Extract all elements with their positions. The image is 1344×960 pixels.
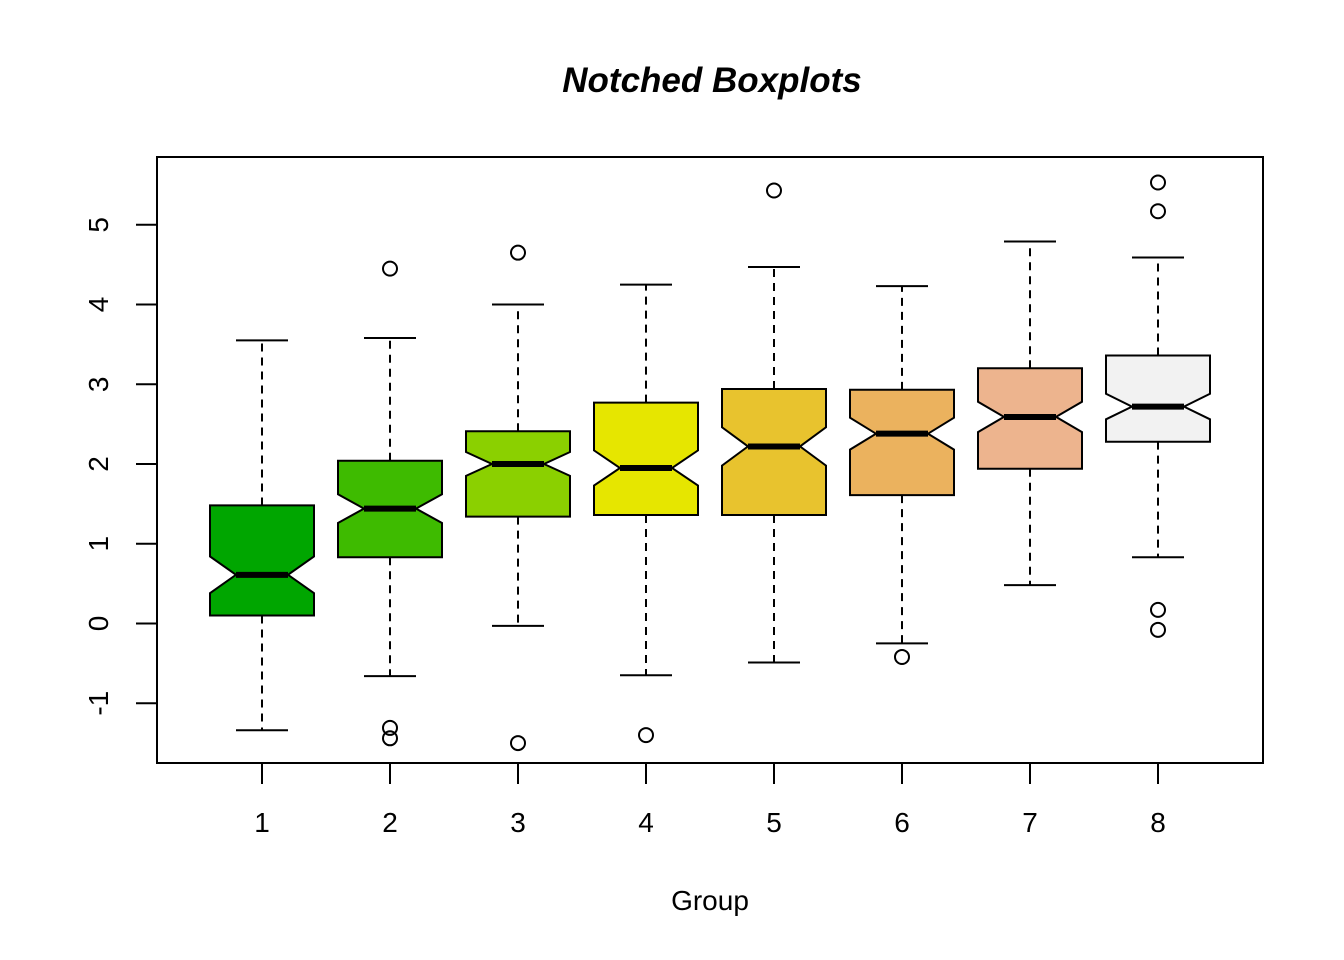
outlier-point	[894, 648, 910, 665]
notched-box-group-1	[209, 504, 315, 617]
chart-title: Notched Boxplots	[562, 61, 861, 100]
outlier-point	[382, 260, 398, 277]
x-tick-label: 2	[382, 807, 398, 838]
outlier-point	[510, 244, 526, 261]
notched-box-group-8	[1105, 354, 1211, 443]
y-tick-label: -1	[83, 691, 114, 716]
y-tick-label: 0	[83, 616, 114, 632]
notched-box-group-5	[721, 388, 827, 516]
x-tick-label: 6	[894, 807, 910, 838]
x-tick-label: 3	[510, 807, 526, 838]
x-tick-label: 5	[766, 807, 782, 838]
x-axis-title: Group	[671, 885, 749, 916]
outlier-point	[382, 719, 398, 736]
notched-box-group-6	[849, 388, 955, 497]
x-tick-label: 1	[254, 807, 270, 838]
y-tick-label: 2	[83, 456, 114, 472]
outlier-point	[510, 735, 526, 752]
outlier-point	[1150, 174, 1166, 191]
x-tick-label: 4	[638, 807, 654, 838]
boxplot-marks	[209, 174, 1211, 752]
outlier-point	[1150, 621, 1166, 638]
x-tick-label: 7	[1022, 807, 1038, 838]
y-tick-label: 5	[83, 217, 114, 233]
x-tick-label: 8	[1150, 807, 1166, 838]
outlier-point	[638, 727, 654, 744]
y-tick-label: 3	[83, 377, 114, 393]
plot-frame	[156, 156, 1264, 764]
outlier-point	[1150, 203, 1166, 220]
outlier-point	[766, 182, 782, 199]
notched-box-group-3	[465, 430, 571, 518]
notched-box-group-4	[593, 401, 699, 516]
outlier-point	[382, 730, 398, 747]
axes: 1 2 3 4 5 6 7 8 -1 0 1 2 3 4 5	[83, 217, 1166, 838]
outlier-point	[1150, 601, 1166, 618]
y-tick-label: 1	[83, 536, 114, 552]
y-tick-label: 4	[83, 297, 114, 313]
